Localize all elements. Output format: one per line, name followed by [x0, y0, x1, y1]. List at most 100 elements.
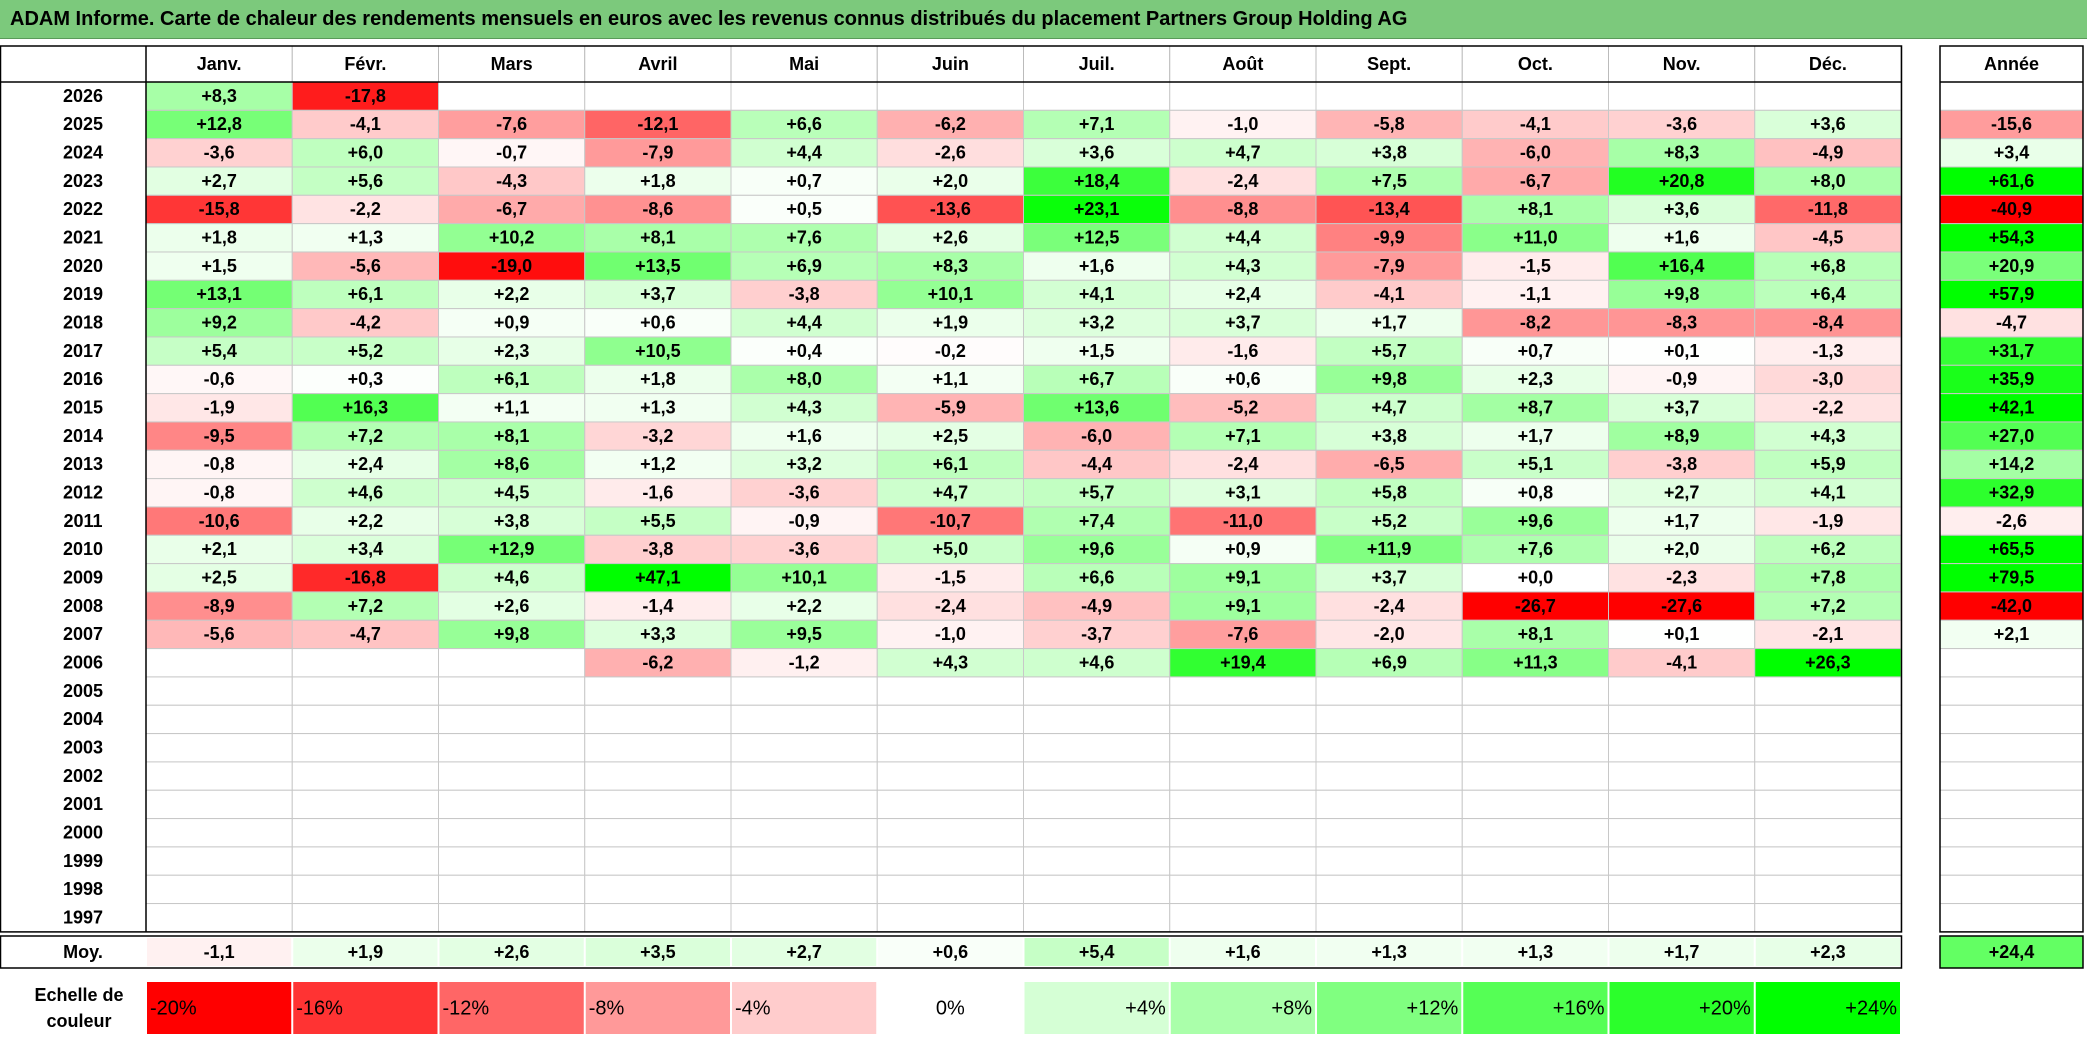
heatmap-cell: [145, 903, 293, 933]
heatmap-cell: [1023, 761, 1171, 791]
annual-value: -15,6: [1991, 114, 2032, 134]
heatmap-cell: [876, 364, 1024, 395]
cell-value: +4,4: [786, 313, 822, 333]
year-label: 2026: [63, 86, 103, 106]
annual-value: +65,5: [1989, 539, 2035, 559]
cell-value: +7,5: [1371, 171, 1407, 191]
cell-value: +0,9: [494, 313, 530, 333]
cell-value: +8,3: [1664, 143, 1700, 163]
cell-value: +3,7: [1225, 313, 1261, 333]
cell-value: -0,8: [204, 483, 235, 503]
cell-value: +8,1: [494, 426, 530, 446]
heatmap-cell: [584, 619, 732, 650]
heatmap-cell: [1169, 903, 1317, 933]
cell-value: +10,5: [635, 341, 681, 361]
year-label: 2007: [63, 624, 103, 644]
cell-value: -1,4: [642, 596, 673, 616]
cell-value: +6,0: [348, 143, 384, 163]
year-label: 2025: [63, 114, 103, 134]
year-label: 2000: [63, 822, 103, 842]
scale-swatch-label: +20%: [1699, 997, 1751, 1019]
cell-value: -10,7: [930, 511, 971, 531]
heatmap-cell: [730, 223, 878, 253]
cell-value: -2,1: [1812, 624, 1843, 644]
heatmap-cell: [1315, 251, 1463, 281]
heatmap-cell: [1461, 478, 1609, 508]
cell-value: +4,5: [494, 483, 530, 503]
cell-value: -8,2: [1520, 313, 1551, 333]
heatmap-cell: [1169, 81, 1317, 111]
heatmap-cell: [584, 534, 732, 565]
heatmap-cell: [1461, 138, 1609, 168]
cell-value: +13,5: [635, 256, 681, 276]
heatmap-cell: [584, 704, 732, 735]
heatmap-cell: [291, 478, 439, 508]
heatmap-cell: [1315, 789, 1463, 820]
cell-value: +6,1: [933, 454, 969, 474]
cell-value: +1,7: [1664, 511, 1700, 531]
cell-value: +7,1: [1079, 114, 1115, 134]
heatmap-cell: [438, 676, 586, 706]
cell-value: +6,4: [1810, 284, 1846, 304]
heatmap-cell: [1169, 251, 1317, 281]
average-value: +2,7: [786, 942, 822, 962]
cell-value: +2,2: [348, 511, 384, 531]
cell-value: +47,1: [635, 568, 681, 588]
annual-cell: [1939, 619, 2084, 650]
heatmap-cell: [1169, 279, 1317, 310]
month-header-label: Oct.: [1518, 54, 1553, 74]
average-value: +1,3: [1371, 942, 1407, 962]
cell-value: +8,3: [201, 86, 237, 106]
cell-value: +1,7: [1371, 313, 1407, 333]
heatmap-cell: [1315, 393, 1463, 423]
cell-value: +1,5: [201, 256, 237, 276]
cell-value: -19,0: [491, 256, 532, 276]
average-cell: [147, 938, 292, 966]
heatmap-cell: [1023, 81, 1171, 111]
heatmap-cell: [584, 223, 732, 253]
heatmap-cell: [1754, 506, 1902, 536]
heatmap-cell: [1461, 676, 1609, 706]
annual-cell: [1939, 818, 2084, 848]
heatmap-cell: [438, 336, 586, 366]
heatmap-cell: [1315, 733, 1463, 763]
heatmap-cell: [584, 109, 732, 140]
heatmap-cell: [1023, 903, 1171, 933]
heatmap-cell: [1608, 903, 1756, 933]
heatmap-cell: [291, 251, 439, 281]
cell-value: +6,2: [1810, 539, 1846, 559]
heatmap-cell: [584, 336, 732, 366]
cell-value: +8,1: [640, 228, 676, 248]
cell-value: +20,8: [1659, 171, 1705, 191]
heatmap-cell: [1023, 619, 1171, 650]
heatmap-cell: [730, 733, 878, 763]
cell-value: +9,1: [1225, 596, 1261, 616]
heatmap-cell: [1023, 563, 1171, 593]
heatmap-cell: [438, 421, 586, 451]
cell-value: -11,8: [1808, 199, 1848, 219]
average-label: Moy.: [63, 942, 103, 962]
heatmap-cell: [876, 393, 1024, 423]
scale-swatch-label: -8%: [589, 997, 625, 1019]
cell-value: +5,0: [933, 539, 969, 559]
cell-value: +10,1: [781, 568, 827, 588]
heatmap-cell: [1754, 336, 1902, 366]
heatmap-cell: [1754, 761, 1902, 791]
average-value: -1,1: [204, 942, 235, 962]
heatmap-cell: [438, 648, 586, 678]
year-label: 2009: [63, 568, 103, 588]
cell-value: +7,4: [1079, 511, 1115, 531]
heatmap-cell: [876, 733, 1024, 763]
heatmap-cell: [438, 81, 586, 111]
cell-value: +0,9: [1225, 539, 1261, 559]
year-label: 1998: [63, 879, 103, 899]
annual-cell: [1939, 874, 2084, 905]
cell-value: -1,9: [1812, 511, 1843, 531]
heatmap-cell: [584, 591, 732, 621]
heatmap-cell: [876, 818, 1024, 848]
cell-value: +5,2: [348, 341, 384, 361]
average-cell: [732, 938, 877, 966]
heatmap-cell: [876, 421, 1024, 451]
heatmap-cell: [1315, 194, 1463, 225]
cell-value: +4,4: [786, 143, 822, 163]
